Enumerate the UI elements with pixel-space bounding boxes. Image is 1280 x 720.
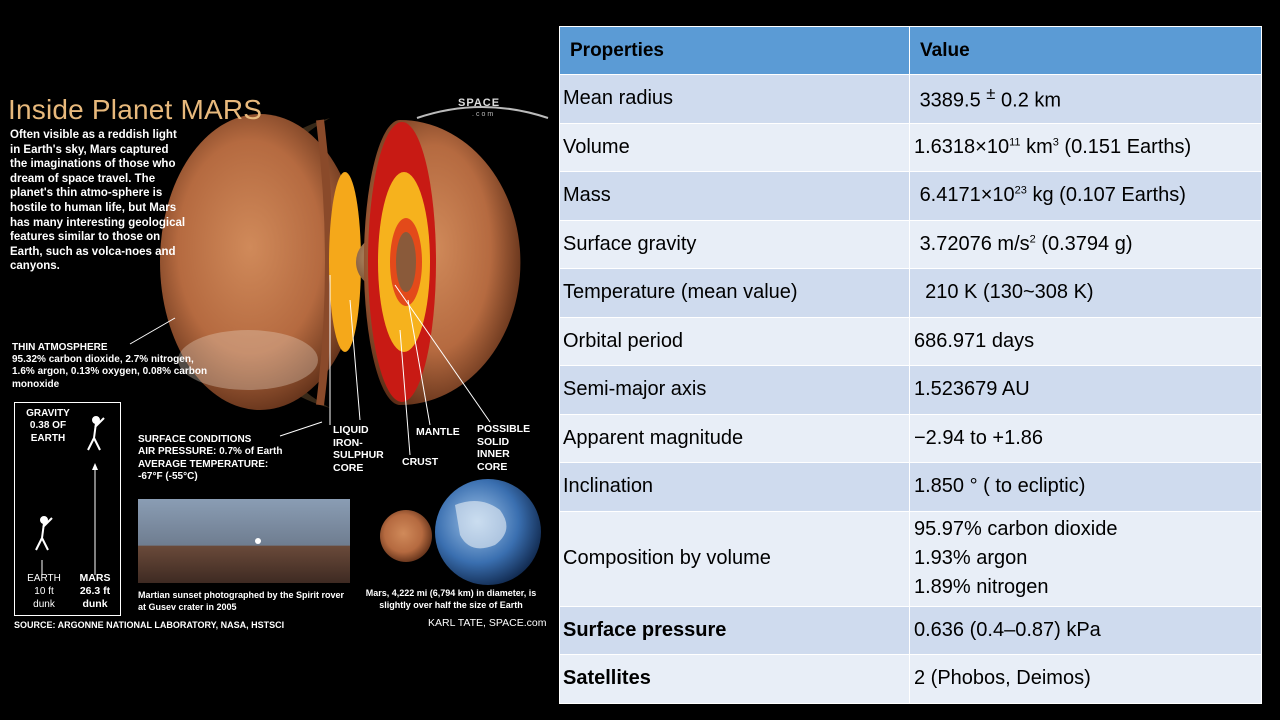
property-cell: Apparent magnitude [559, 413, 910, 463]
earth-player-figure [35, 516, 53, 551]
intro-text: Often visible as a reddish light in Eart… [10, 129, 186, 273]
sunset-photo [138, 499, 350, 583]
space-logo-arc [416, 106, 549, 119]
table-row: Mean radius 3389.5 ± 0.2 km [559, 74, 1262, 124]
header-value: Value [909, 26, 1262, 75]
infographic-title: Inside Planet MARS [8, 94, 263, 125]
table-row: Surface pressure 0.636 (0.4–0.87) kPa [559, 605, 1262, 655]
property-cell: Semi-major axis [559, 365, 910, 415]
property-cell: Surface gravity [559, 219, 910, 269]
table-row: Temperature (mean value) 210 K (130~308 … [559, 268, 1262, 318]
crust-label: CRUST [402, 456, 439, 468]
properties-table: Properties Value Mean radius 3389.5 ± 0.… [559, 26, 1262, 704]
solid-core-label: POSSIBLE SOLID INNER CORE [477, 423, 531, 473]
table-row: Satellites 2 (Phobos, Deimos) [559, 654, 1262, 704]
author-credit: KARL TATE, SPACE.com [428, 617, 547, 629]
mars-player-figure [87, 416, 105, 451]
value-cell: 2 (Phobos, Deimos) [909, 654, 1262, 704]
mars-dunk-label: MARS 26.3 ft dunk [79, 572, 111, 610]
value-cell: 1.850 ° ( to ecliptic) [909, 462, 1262, 512]
photo-caption: Martian sunset photographed by the Spiri… [138, 590, 345, 612]
property-cell: Mass [559, 171, 910, 221]
header-properties: Properties [559, 26, 910, 75]
value-cell: 1.523679 AU [909, 365, 1262, 415]
value-cell: 210 K (130~308 K) [909, 268, 1262, 318]
value-cell: 3.72076 m/s2 (0.3794 g) [909, 219, 1262, 269]
mars-small [380, 510, 432, 562]
liquid-core-label: LIQUID IRON- SULPHUR CORE [333, 424, 384, 474]
surface-conditions: SURFACE CONDITIONS AIR PRESSURE: 0.7% of… [138, 434, 283, 483]
logo-sub: .com [472, 111, 496, 118]
table-header-row: Properties Value [559, 26, 1262, 75]
value-cell: 1.6318×1011 km3 (0.151 Earths) [909, 122, 1262, 172]
value-cell: −2.94 to +1.86 [909, 413, 1262, 463]
table-row: Surface gravity 3.72076 m/s2 (0.3794 g) [559, 219, 1262, 269]
table-row: Apparent magnitude −2.94 to +1.86 [559, 413, 1262, 463]
mars-cutaway-diagram [35, 114, 541, 585]
property-cell: Orbital period [559, 316, 910, 366]
property-cell: Composition by volume [559, 510, 910, 607]
table-row: Orbital period 686.971 days [559, 316, 1262, 366]
mars-globe [160, 114, 360, 410]
mantle-shell [329, 172, 361, 352]
mars-infographic: Inside Planet MARS SPACE Often visible a… [0, 0, 555, 720]
table-row: Mass 6.4171×1023 kg (0.107 Earths) [559, 171, 1262, 221]
property-cell: Temperature (mean value) [559, 268, 910, 318]
atmosphere-heading: THIN ATMOSPHERE [12, 342, 108, 353]
property-cell: Inclination [559, 462, 910, 512]
value-cell: 686.971 days [909, 316, 1262, 366]
size-caption: Mars, 4,222 mi (6,794 km) in diameter, i… [365, 588, 537, 610]
property-cell: Surface pressure [559, 605, 910, 655]
table-row: Inclination 1.850 ° ( to ecliptic) [559, 462, 1262, 512]
property-cell: Mean radius [559, 74, 910, 124]
value-cell: 95.97% carbon dioxide 1.93% argon 1.89% … [909, 510, 1262, 607]
atmosphere-text: 95.32% carbon dioxide, 2.7% nitrogen, 1.… [12, 354, 208, 390]
earth-dunk-label: EARTH 10 ft dunk [27, 573, 61, 610]
table-row: Composition by volume 95.97% carbon diox… [559, 510, 1262, 607]
space-logo: SPACE [458, 97, 501, 109]
table-row: Semi-major axis 1.523679 AU [559, 365, 1262, 415]
value-cell: 3389.5 ± 0.2 km [909, 74, 1262, 124]
gravity-label: GRAVITY 0.38 OF EARTH [26, 408, 70, 444]
table-row: Volume 1.6318×1011 km3 (0.151 Earths) [559, 122, 1262, 172]
value-cell: 0.636 (0.4–0.87) kPa [909, 605, 1262, 655]
value-cell: 6.4171×1023 kg (0.107 Earths) [909, 171, 1262, 221]
source-credit: SOURCE: ARGONNE NATIONAL LABORATORY, NAS… [14, 620, 285, 630]
property-cell: Satellites [559, 654, 910, 704]
property-cell: Volume [559, 122, 910, 172]
mantle-label: MANTLE [416, 426, 460, 438]
gravity-box [14, 402, 121, 616]
